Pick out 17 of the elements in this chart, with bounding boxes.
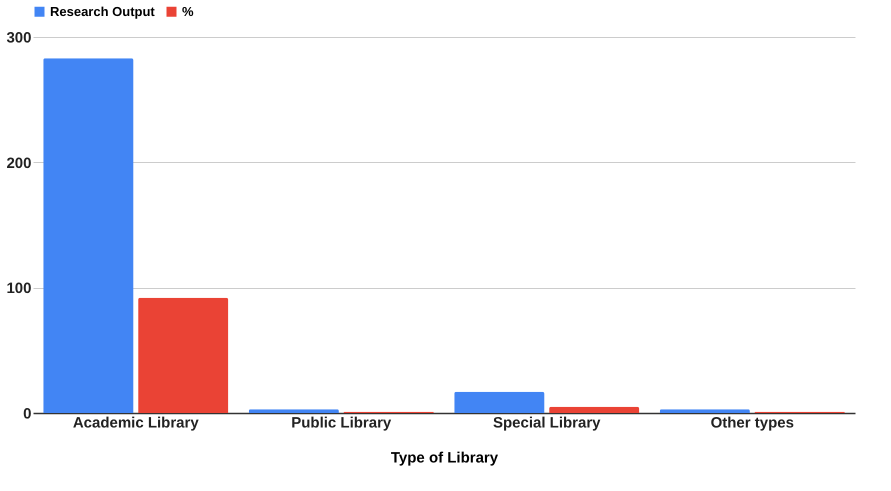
bar <box>138 298 228 413</box>
bar <box>43 58 134 413</box>
x-tick-label: Special Library <box>492 414 602 432</box>
legend-label: Research Output <box>50 4 156 19</box>
bar <box>549 406 640 413</box>
y-tick-label: 200 <box>6 154 32 172</box>
x-tick-label: Public Library <box>291 414 392 432</box>
bar <box>454 392 544 413</box>
bar <box>660 409 750 413</box>
y-tick-label: 300 <box>6 30 32 46</box>
bar <box>248 409 339 413</box>
x-axis-title: Type of Library <box>390 450 499 466</box>
y-tick-label: 0 <box>23 406 32 422</box>
y-tick-label: 100 <box>6 280 32 298</box>
x-tick-label: Academic Library <box>72 414 200 432</box>
legend-label: % <box>182 4 194 19</box>
x-tick-label: Other types <box>710 414 794 432</box>
